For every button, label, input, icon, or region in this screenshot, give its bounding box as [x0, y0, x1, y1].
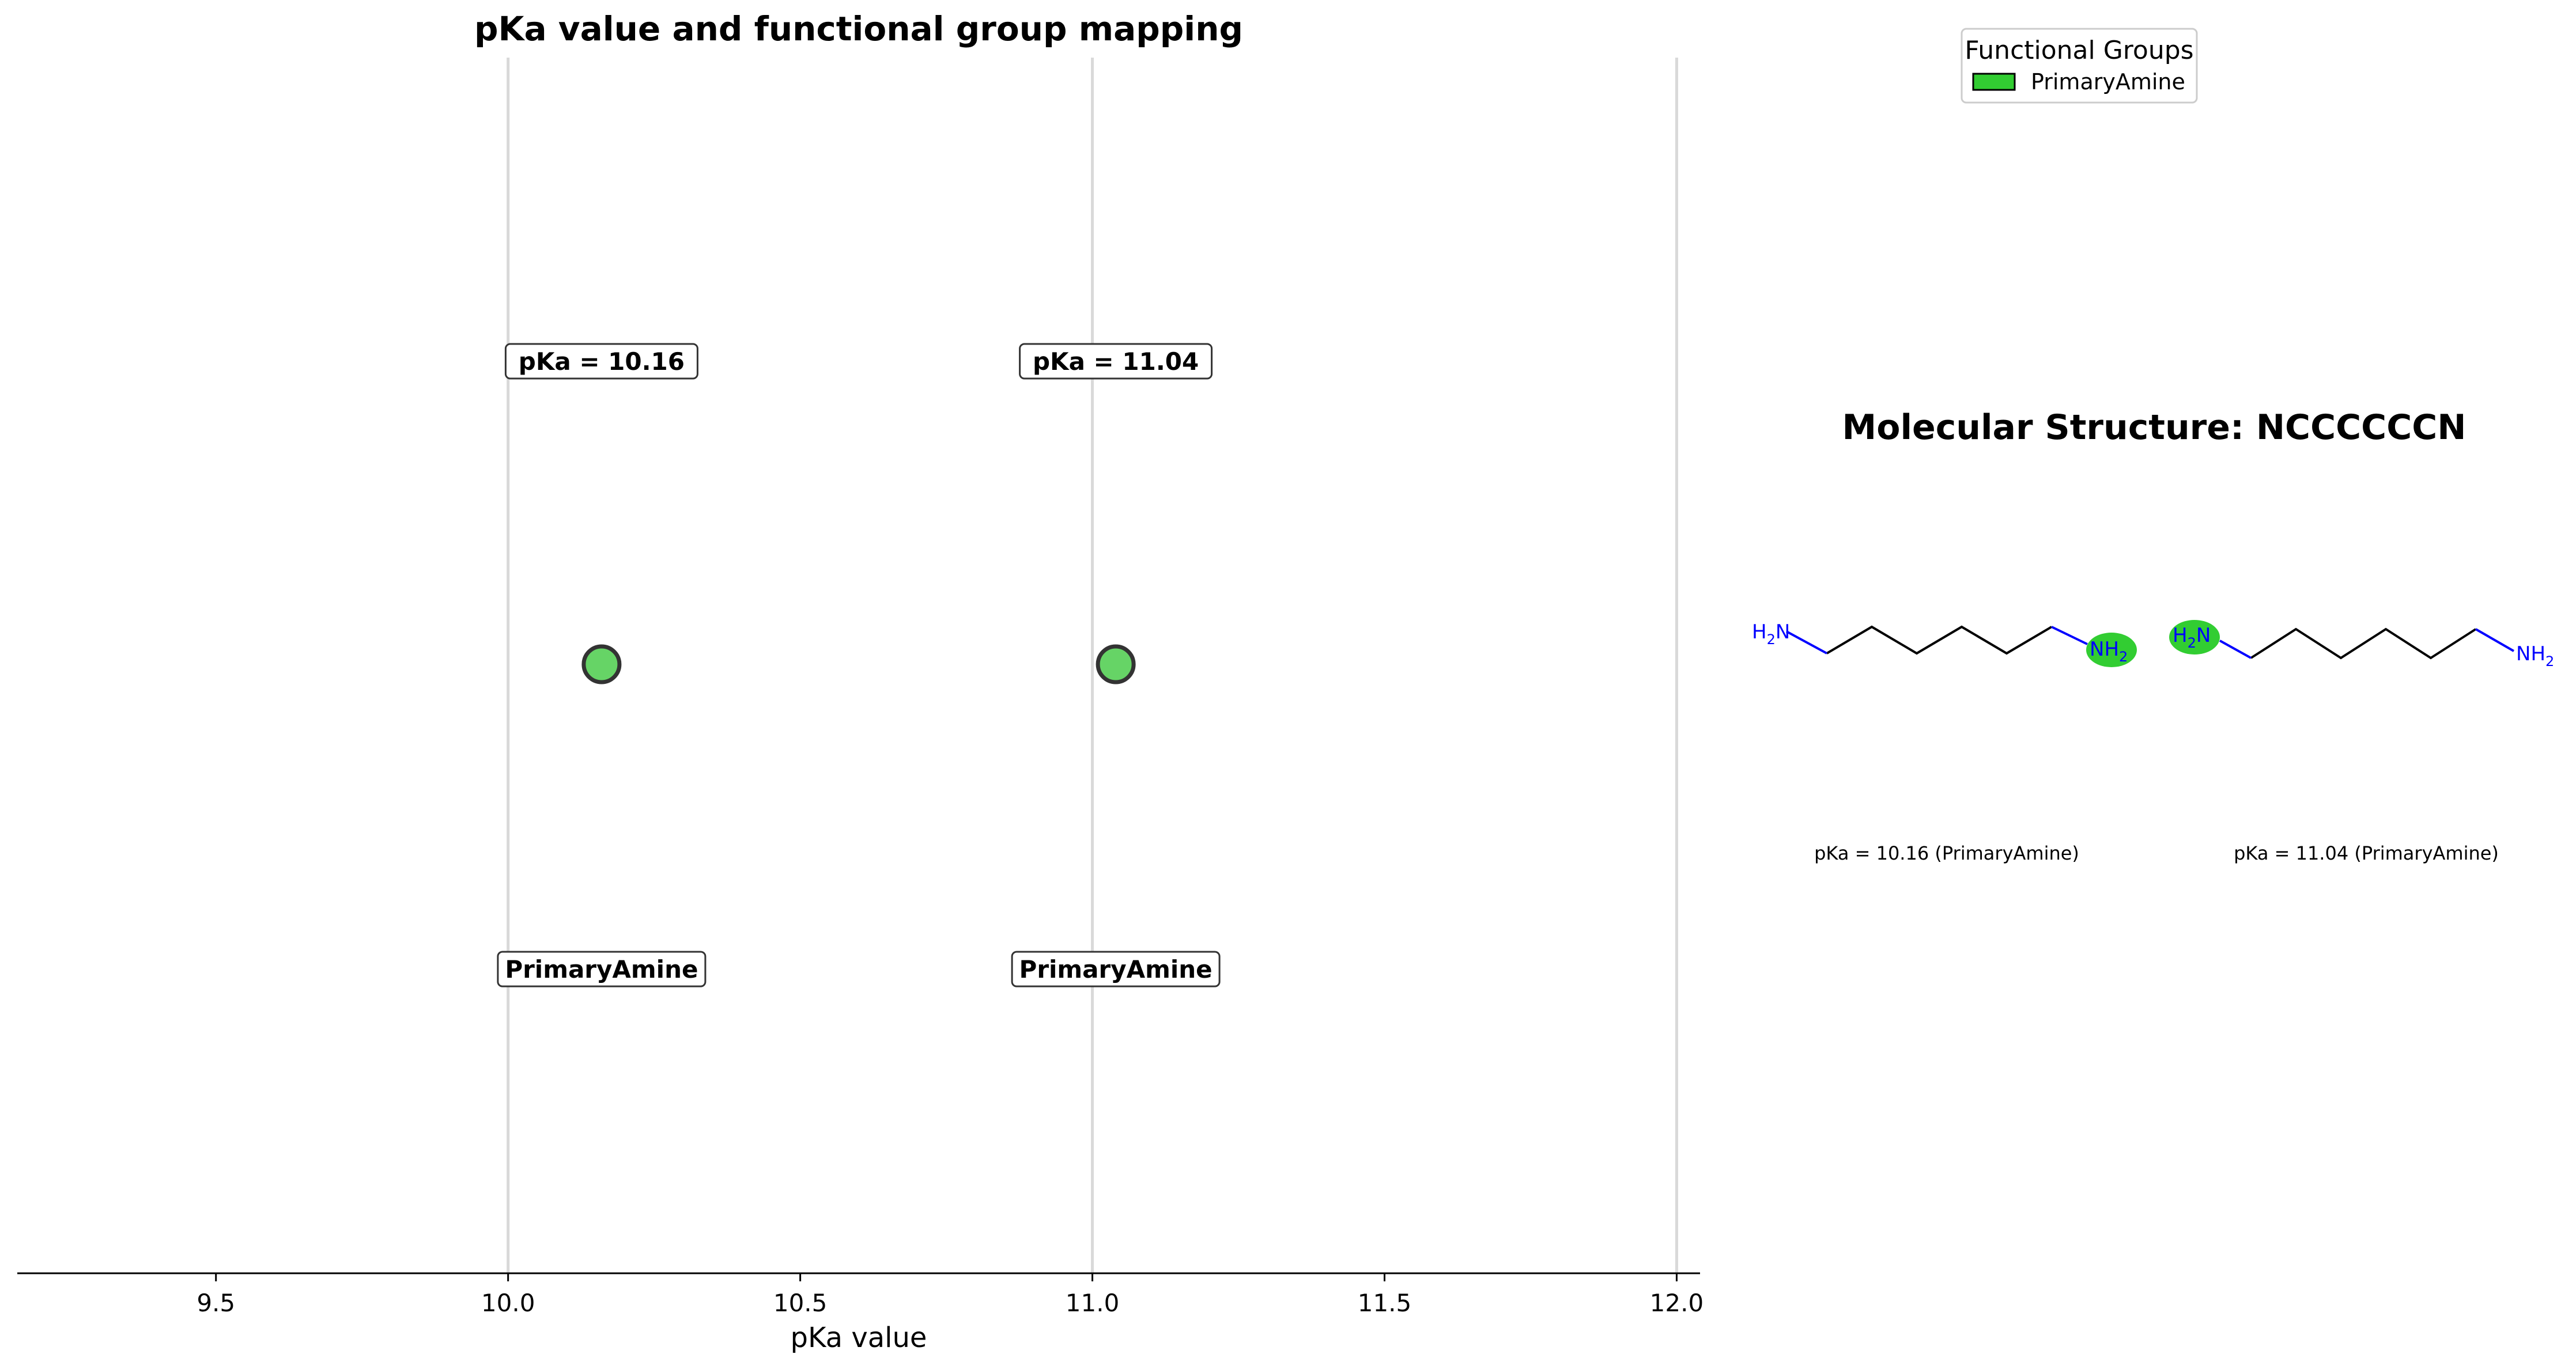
structure-caption: pKa = 10.16 (PrimaryAmine) — [1814, 842, 2079, 864]
legend-title: Functional Groups — [1965, 36, 2193, 65]
amine-label-nh2: NH2 — [2516, 642, 2554, 669]
legend-frame — [1961, 28, 2198, 104]
amine-label-nh2: NH2 — [2090, 638, 2128, 665]
carbon-chain — [1826, 625, 2053, 655]
x-tick-label: 11.5 — [1358, 1289, 1412, 1317]
functional-group-label-box — [1011, 951, 1221, 988]
atom-h: H — [1752, 621, 1767, 644]
x-tick-label: 10.5 — [773, 1289, 828, 1317]
x-axis-label: pKa value — [791, 1322, 927, 1354]
c-n-bond — [2219, 640, 2252, 659]
pka-value-label-text: pKa = 10.16 — [519, 347, 685, 376]
x-tick-label: 10.0 — [481, 1289, 535, 1317]
legend-entry-label: PrimaryAmine — [2031, 69, 2185, 94]
atom-h: H — [2104, 638, 2119, 661]
atom-subscript: 2 — [2545, 653, 2554, 669]
legend-swatch-primaryamine — [1972, 73, 2016, 91]
functional-group-highlight — [2169, 620, 2220, 654]
x-ticks: 9.5 10.0 10.5 11.0 11.5 12.0 — [197, 1273, 1704, 1317]
pka-value-label-box — [504, 343, 698, 380]
functional-group-label-box — [497, 951, 707, 988]
c-n-bond — [1786, 630, 1827, 654]
chart-area: pKa value and functional group mapping 9… — [17, 9, 1704, 1354]
x-tick-label: 9.5 — [197, 1289, 235, 1317]
x-tick-label: 11.0 — [1066, 1289, 1120, 1317]
functional-group-label-text: PrimaryAmine — [505, 955, 698, 983]
legend: Functional Groups PrimaryAmine — [1961, 28, 2198, 104]
gridlines — [507, 58, 1678, 1273]
data-point — [1096, 644, 1136, 684]
data-point — [581, 644, 622, 684]
atom-n: N — [2196, 624, 2211, 647]
functional-group-label: PrimaryAmine — [497, 951, 707, 988]
pka-value-label: pKa = 11.04 — [1019, 343, 1213, 380]
x-tick-label: 12.0 — [1650, 1289, 1704, 1317]
c-n-bond — [2475, 628, 2514, 652]
atom-h: H — [2173, 624, 2188, 647]
pka-value-label: pKa = 10.16 — [504, 343, 698, 380]
atom-subscript: 2 — [2188, 635, 2196, 651]
atom-n: N — [2516, 642, 2530, 665]
amine-label-h2n: H2N — [2173, 624, 2211, 651]
molecule-title: Molecular Structure: NCCCCCCN — [1842, 407, 2467, 448]
pka-value-label-text: pKa = 11.04 — [1033, 347, 1199, 376]
functional-group-label-text: PrimaryAmine — [1019, 955, 1213, 983]
atom-n: N — [2090, 638, 2104, 661]
structure-1: H2N NH2 pKa = 10.16 (PrimaryAmine) — [1752, 621, 2137, 864]
pka-value-label-box — [1019, 343, 1213, 380]
structure-caption: pKa = 11.04 (PrimaryAmine) — [2234, 842, 2499, 864]
atom-subscript: 2 — [2119, 649, 2128, 665]
c-n-bond — [2051, 626, 2088, 645]
functional-group-highlight — [2086, 633, 2137, 667]
chart-title: pKa value and functional group mapping — [474, 9, 1243, 48]
functional-group-label: PrimaryAmine — [1011, 951, 1221, 988]
amine-label-h2n: H2N — [1752, 621, 1790, 648]
atom-h: H — [2530, 642, 2545, 665]
carbon-chain — [2250, 627, 2477, 660]
data-points: pKa = 10.16 PrimaryAmine pKa = 11.04 Primar… — [497, 343, 1221, 988]
atom-n: N — [1776, 621, 1790, 644]
molecule-panel: Molecular Structure: NCCCCCCN H2N NH2 pK… — [1752, 407, 2554, 864]
structure-2: H2N NH2 pKa = 11.04 (PrimaryAmine) — [2169, 620, 2554, 864]
atom-subscript: 2 — [1767, 631, 1776, 648]
